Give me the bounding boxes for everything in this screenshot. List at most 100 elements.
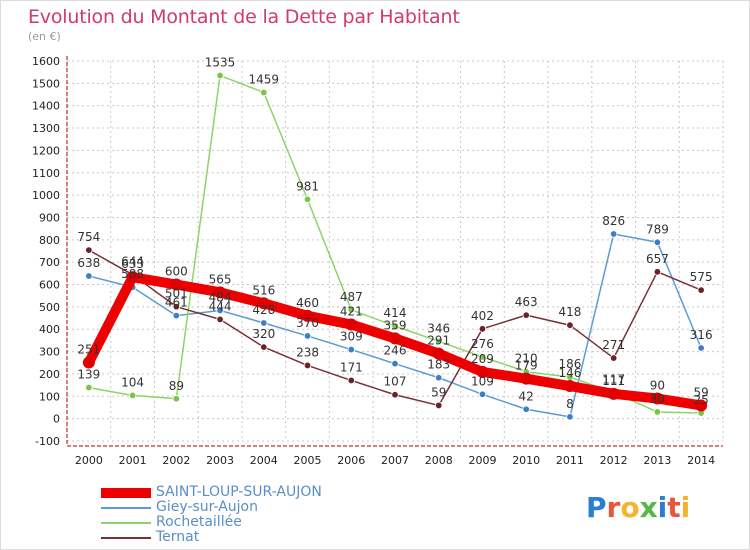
data-label-2: 30 (650, 392, 665, 406)
data-label-3: 402 (471, 309, 494, 323)
data-point-2 (435, 337, 443, 346)
data-point-2 (128, 391, 137, 400)
axes-layer: -100 0 100 200 300 400 500 600 700 800 900 1000 1100… (32, 55, 723, 467)
y-tick-label: 900 (39, 211, 60, 224)
data-label-3: 575 (690, 270, 713, 284)
data-label-1: 183 (427, 358, 450, 372)
legend: SAINT-LOUP-SUR-AUJON Giey-sur-Aujon Roch… (101, 484, 401, 546)
data-label-3: 107 (384, 375, 407, 389)
data-label-2: 117 (602, 372, 625, 386)
x-tick-label: 2009 (468, 454, 496, 467)
data-label-1: 826 (602, 214, 625, 228)
data-point-1 (172, 311, 181, 320)
x-tick-label: 2002 (162, 454, 190, 467)
data-point-3 (609, 354, 618, 362)
y-tick-label: 1600 (32, 55, 60, 68)
data-label-3: 754 (77, 230, 100, 244)
legend-swatch-rochetaillee (101, 522, 151, 524)
legend-swatch-ternat (101, 537, 151, 539)
data-point-1 (391, 359, 399, 368)
data-label-3: 271 (602, 338, 625, 352)
data-label-1: 638 (77, 256, 100, 270)
x-tick-label: 2010 (512, 454, 540, 467)
data-labels-layer: 251 633 600 565 516 460 421 359 291 209 179 146 111 9… (77, 56, 712, 411)
data-label-2: 487 (340, 290, 363, 304)
data-label-3: 444 (209, 299, 232, 313)
data-point-1 (260, 319, 268, 327)
x-tick-label: 2014 (687, 454, 715, 467)
data-point-2 (216, 71, 224, 80)
data-label-0: 90 (650, 379, 665, 393)
x-tick-label: 2005 (294, 454, 322, 467)
data-point-2 (172, 395, 181, 403)
data-label-0: 209 (471, 352, 494, 366)
data-point-2 (303, 195, 312, 204)
data-point-1 (435, 374, 443, 382)
data-label-1: 8 (566, 397, 574, 411)
data-point-3 (478, 325, 487, 333)
data-point-2 (260, 88, 268, 97)
y-tick-label: -100 (35, 435, 60, 448)
legend-swatch-saint-loup (101, 488, 151, 498)
data-point-1 (697, 344, 705, 352)
data-label-2: 139 (77, 368, 100, 382)
data-point-3 (347, 376, 355, 385)
data-label-0: 59 (693, 385, 708, 399)
x-tick-label: 2008 (425, 454, 453, 467)
data-label-3: 463 (515, 295, 538, 309)
data-label-0: 600 (165, 265, 188, 279)
y-tick-label: 200 (39, 368, 60, 381)
data-point-0 (695, 399, 708, 412)
data-label-0: 111 (602, 374, 625, 388)
y-tick-label: 1500 (32, 77, 60, 90)
data-label-0: 516 (252, 283, 275, 297)
data-label-0: 421 (340, 305, 363, 319)
y-tick-label: 100 (39, 390, 60, 403)
data-point-2 (653, 408, 662, 416)
legend-label-rochetaillee: Rochetaillée (156, 514, 242, 530)
data-point-0 (389, 332, 401, 345)
y-tick-label: 400 (39, 323, 60, 336)
data-label-2: 89 (169, 379, 184, 393)
data-point-2 (347, 306, 355, 314)
x-tick-label: 2004 (250, 454, 278, 467)
data-point-1 (566, 413, 574, 421)
data-label-3: 320 (252, 327, 275, 341)
data-point-1 (347, 345, 355, 354)
data-label-3: 238 (296, 345, 319, 359)
legend-item-ternat: Ternat (101, 529, 401, 546)
data-point-3 (522, 311, 530, 319)
legend-label-giey: Giey-sur-Aujon (156, 499, 258, 515)
data-point-1 (85, 272, 93, 280)
y-tick-label: 500 (39, 301, 60, 314)
data-label-0: 359 (384, 318, 407, 332)
data-label-2: 276 (471, 337, 494, 351)
data-point-3 (85, 246, 93, 254)
data-label-3: 657 (646, 252, 669, 266)
data-label-3: 59 (431, 385, 446, 399)
legend-item-giey: Giey-sur-Aujon (101, 499, 401, 516)
data-label-3: 501 (165, 287, 188, 301)
data-point-3 (303, 361, 312, 370)
data-label-1: 109 (471, 374, 494, 388)
data-label-1: 588 (121, 267, 144, 281)
data-label-2: 104 (121, 375, 144, 389)
y-tick-label: 1200 (32, 144, 60, 157)
x-tick-label: 2012 (600, 454, 628, 467)
data-point-1 (216, 306, 224, 315)
data-point-3 (435, 401, 443, 410)
x-tick-label: 2007 (381, 454, 409, 467)
data-label-0: 291 (427, 334, 450, 348)
data-label-0: 460 (296, 296, 319, 310)
y-tick-label: 1000 (32, 189, 60, 202)
data-label-2: 981 (296, 179, 319, 193)
grid-layer (66, 60, 724, 442)
y-tick-label: 1100 (32, 167, 60, 180)
data-point-0 (607, 387, 620, 400)
data-point-1 (653, 238, 662, 246)
data-label-1: 484 (209, 290, 232, 304)
data-point-0 (345, 318, 358, 331)
data-label-3: 171 (340, 360, 363, 374)
x-tick-label: 2000 (75, 454, 103, 467)
chart-subtitle: (en €) (28, 30, 61, 43)
